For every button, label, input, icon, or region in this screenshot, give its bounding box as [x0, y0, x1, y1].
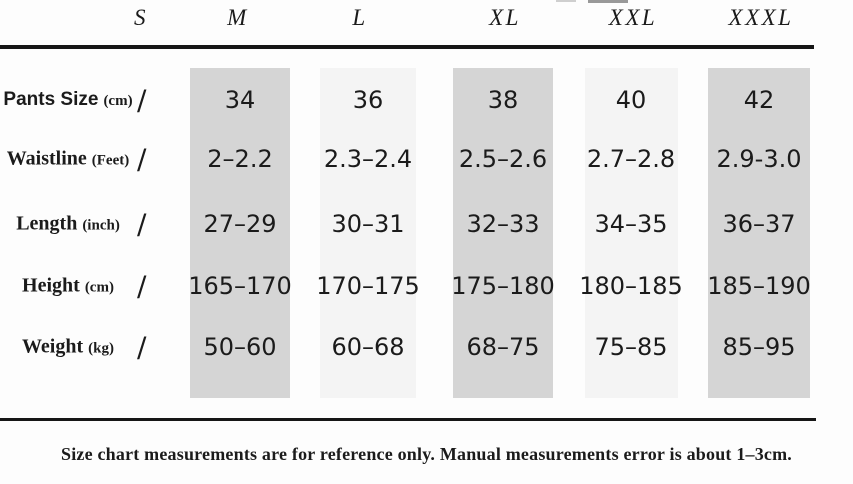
cell-length-xxxl: 36–37 [722, 210, 796, 238]
s-column-slash: / [137, 269, 147, 303]
cell-height-m: 165–170 [188, 272, 292, 300]
cell-pants-size-m: 34 [224, 86, 256, 114]
row-name-height: Height [22, 274, 80, 297]
cell-waistline-l: 2.3–2.4 [323, 145, 413, 173]
cell-length-m: 27–29 [203, 210, 277, 238]
cell-length-xxl: 34–35 [594, 210, 668, 238]
row-name-pants-size: Pants Size [3, 89, 99, 110]
s-column-slash: / [137, 330, 147, 364]
column-stripe-xxxl [708, 68, 810, 398]
cell-pants-size-l: 36 [352, 86, 384, 114]
header-divider-line [0, 45, 814, 49]
top-edge-artifact-light [556, 0, 576, 2]
footnote-text: Size chart measurements are for referenc… [61, 444, 792, 464]
row-name-length: Length [16, 212, 78, 235]
row-name-weight: Weight [22, 335, 84, 358]
cell-height-xxxl: 185–190 [707, 272, 811, 300]
cell-height-l: 170–175 [316, 272, 420, 300]
row-label-waistline: Waistline (Feet) [0, 148, 136, 171]
column-header-xxxl: XXXL [728, 5, 794, 30]
top-edge-artifact [588, 0, 628, 3]
column-header-m: M [227, 5, 249, 30]
column-stripe-xl [453, 68, 553, 398]
cell-waistline-xxxl: 2.9-3.0 [716, 145, 802, 173]
s-column-slash: / [137, 142, 147, 176]
cell-weight-l: 60–68 [331, 333, 405, 361]
column-header-xl: XL [489, 5, 521, 30]
cell-pants-size-xl: 38 [487, 86, 519, 114]
cell-weight-xxl: 75–85 [594, 333, 668, 361]
row-unit-weight: (kg) [88, 340, 114, 357]
cell-pants-size-xxl: 40 [615, 86, 647, 114]
row-label-weight: Weight (kg) [0, 336, 136, 359]
cell-waistline-m: 2–2.2 [207, 145, 273, 173]
column-stripe-l [320, 68, 416, 398]
row-unit-waistline: (Feet) [91, 152, 130, 169]
cell-length-l: 30–31 [331, 210, 405, 238]
row-name-waistline: Waistline [6, 147, 87, 170]
row-label-height: Height (cm) [0, 275, 136, 298]
cell-height-xxl: 180–185 [579, 272, 683, 300]
column-stripe-xxl [585, 68, 678, 398]
row-label-length: Length (inch) [0, 213, 136, 236]
row-unit-pants-size: (cm) [103, 93, 133, 109]
cell-height-xl: 175–180 [451, 272, 555, 300]
cell-pants-size-xxxl: 42 [743, 86, 775, 114]
cell-weight-xxxl: 85–95 [722, 333, 796, 361]
cell-waistline-xxl: 2.7–2.8 [586, 145, 676, 173]
cell-waistline-xl: 2.5–2.6 [458, 145, 548, 173]
s-column-slash: / [137, 207, 147, 241]
column-stripe-m [190, 68, 290, 398]
cell-weight-m: 50–60 [203, 333, 277, 361]
column-header-xxl: XXL [608, 5, 658, 30]
footer-divider-line [0, 418, 816, 421]
row-label-pants-size: Pants Size (cm) [0, 89, 136, 111]
s-column-slash: / [137, 83, 147, 117]
cell-length-xl: 32–33 [466, 210, 540, 238]
row-unit-height: (cm) [84, 279, 114, 296]
cell-weight-xl: 68–75 [466, 333, 540, 361]
column-header-l: L [352, 5, 368, 30]
column-header-s: S [134, 5, 148, 30]
row-unit-length: (inch) [82, 217, 120, 234]
